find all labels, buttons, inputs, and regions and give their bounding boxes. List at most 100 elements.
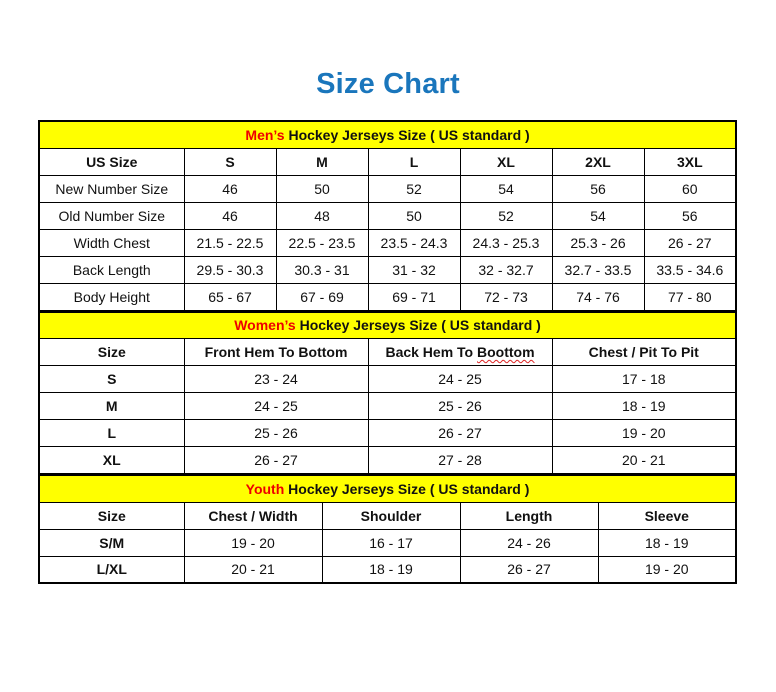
mens-cell: 24.3 - 25.3	[459, 228, 553, 257]
mens-cell: 46	[183, 174, 277, 203]
mens-cell: 56	[551, 174, 645, 203]
womens-cell: 26 - 27	[183, 446, 369, 474]
mens-col-1: S	[183, 147, 277, 176]
mens-cell: 32.7 - 33.5	[551, 255, 645, 284]
youth-col-4: Sleeve	[597, 501, 737, 530]
womens-col-1: Front Hem To Bottom	[183, 338, 369, 366]
womens-cell: 25 - 26	[183, 419, 369, 447]
table-row: Width Chest 21.5 - 22.5 22.5 - 23.5 23.5…	[38, 228, 737, 257]
mens-band-title: Men’s Hockey Jerseys Size ( US standard …	[38, 120, 737, 149]
youth-size-table: Youth Hockey Jerseys Size ( US standard …	[38, 474, 738, 584]
youth-band-group: Youth	[245, 480, 285, 497]
mens-col-5: 2XL	[551, 147, 645, 176]
mens-cell: 30.3 - 31	[275, 255, 369, 284]
table-row: S/M 19 - 20 16 - 17 24 - 26 18 - 19	[38, 528, 737, 557]
mens-cell: 52	[459, 201, 553, 230]
youth-cell: 19 - 20	[597, 555, 737, 584]
mens-row-label: Old Number Size	[38, 201, 185, 230]
womens-band-rest: Hockey Jerseys Size ( US standard )	[295, 317, 541, 334]
mens-cell: 25.3 - 26	[551, 228, 645, 257]
mens-cell: 46	[183, 201, 277, 230]
table-band-row: Women’s Hockey Jerseys Size ( US standar…	[38, 311, 737, 339]
womens-col-3: Chest / Pit To Pit	[551, 338, 737, 366]
mens-row-label: Body Height	[38, 282, 185, 311]
youth-cell: 19 - 20	[183, 528, 323, 557]
mens-cell: 52	[367, 174, 461, 203]
mens-band-group: Men’s	[245, 126, 285, 143]
mens-cell: 72 - 73	[459, 282, 553, 311]
mens-cell: 67 - 69	[275, 282, 369, 311]
womens-row-label: XL	[38, 446, 185, 474]
youth-band-title: Youth Hockey Jerseys Size ( US standard …	[38, 474, 737, 503]
mens-band-rest: Hockey Jerseys Size ( US standard )	[284, 126, 530, 143]
youth-row-label: L/XL	[38, 555, 185, 584]
womens-size-table: Women’s Hockey Jerseys Size ( US standar…	[38, 310, 738, 474]
womens-cell: 27 - 28	[367, 446, 553, 474]
youth-cell: 20 - 21	[183, 555, 323, 584]
mens-cell: 50	[367, 201, 461, 230]
womens-row-label: M	[38, 392, 185, 420]
mens-cell: 48	[275, 201, 369, 230]
mens-row-label: New Number Size	[38, 174, 185, 203]
youth-cell: 26 - 27	[459, 555, 599, 584]
mens-cell: 21.5 - 22.5	[183, 228, 277, 257]
youth-cell: 18 - 19	[321, 555, 461, 584]
mens-cell: 29.5 - 30.3	[183, 255, 277, 284]
table-row: S 23 - 24 24 - 25 17 - 18	[38, 365, 737, 393]
womens-cell: 26 - 27	[367, 419, 553, 447]
womens-row-label: L	[38, 419, 185, 447]
table-row: L/XL 20 - 21 18 - 19 26 - 27 19 - 20	[38, 555, 737, 584]
mens-col-4: XL	[459, 147, 553, 176]
mens-cell: 32 - 32.7	[459, 255, 553, 284]
table-band-row: Youth Hockey Jerseys Size ( US standard …	[38, 474, 737, 503]
youth-col-1: Chest / Width	[183, 501, 323, 530]
mens-col-6: 3XL	[643, 147, 737, 176]
mens-row-label: Width Chest	[38, 228, 185, 257]
table-row: New Number Size 46 50 52 54 56 60	[38, 174, 737, 203]
table-row: XL 26 - 27 27 - 28 20 - 21	[38, 446, 737, 474]
table-header-row: US Size S M L XL 2XL 3XL	[38, 147, 737, 176]
womens-cell: 20 - 21	[551, 446, 737, 474]
womens-cell: 19 - 20	[551, 419, 737, 447]
table-row: Old Number Size 46 48 50 52 54 56	[38, 201, 737, 230]
mens-cell: 22.5 - 23.5	[275, 228, 369, 257]
womens-cell: 24 - 25	[367, 365, 553, 393]
youth-cell: 16 - 17	[321, 528, 461, 557]
youth-row-label: S/M	[38, 528, 185, 557]
womens-band-group: Women’s	[234, 317, 296, 334]
mens-cell: 65 - 67	[183, 282, 277, 311]
womens-cell: 18 - 19	[551, 392, 737, 420]
page-title: Size Chart	[316, 68, 460, 100]
mens-size-table: Men’s Hockey Jerseys Size ( US standard …	[38, 120, 738, 311]
mens-col-3: L	[367, 147, 461, 176]
table-row: M 24 - 25 25 - 26 18 - 19	[38, 392, 737, 420]
mens-cell: 69 - 71	[367, 282, 461, 311]
table-header-row: Size Front Hem To Bottom Back Hem To Boo…	[38, 338, 737, 366]
womens-cell: 17 - 18	[551, 365, 737, 393]
mens-cell: 50	[275, 174, 369, 203]
table-row: Body Height 65 - 67 67 - 69 69 - 71 72 -…	[38, 282, 737, 311]
youth-col-2: Shoulder	[321, 501, 461, 530]
mens-cell: 54	[459, 174, 553, 203]
mens-col-2: M	[275, 147, 369, 176]
mens-cell: 77 - 80	[643, 282, 737, 311]
mens-col-0: US Size	[38, 147, 185, 176]
womens-col-2: Back Hem To Boottom	[367, 338, 553, 366]
youth-col-0: Size	[38, 501, 185, 530]
table-band-row: Men’s Hockey Jerseys Size ( US standard …	[38, 120, 737, 149]
table-header-row: Size Chest / Width Shoulder Length Sleev…	[38, 501, 737, 530]
mens-cell: 26 - 27	[643, 228, 737, 257]
womens-band-title: Women’s Hockey Jerseys Size ( US standar…	[38, 311, 737, 339]
womens-cell: 23 - 24	[183, 365, 369, 393]
mens-cell: 56	[643, 201, 737, 230]
womens-cell: 24 - 25	[183, 392, 369, 420]
mens-cell: 54	[551, 201, 645, 230]
youth-cell: 24 - 26	[459, 528, 599, 557]
mens-cell: 74 - 76	[551, 282, 645, 311]
size-tables-container: Men’s Hockey Jerseys Size ( US standard …	[38, 120, 738, 584]
mens-cell: 60	[643, 174, 737, 203]
youth-cell: 18 - 19	[597, 528, 737, 557]
womens-col-0: Size	[38, 338, 185, 366]
womens-row-label: S	[38, 365, 185, 393]
